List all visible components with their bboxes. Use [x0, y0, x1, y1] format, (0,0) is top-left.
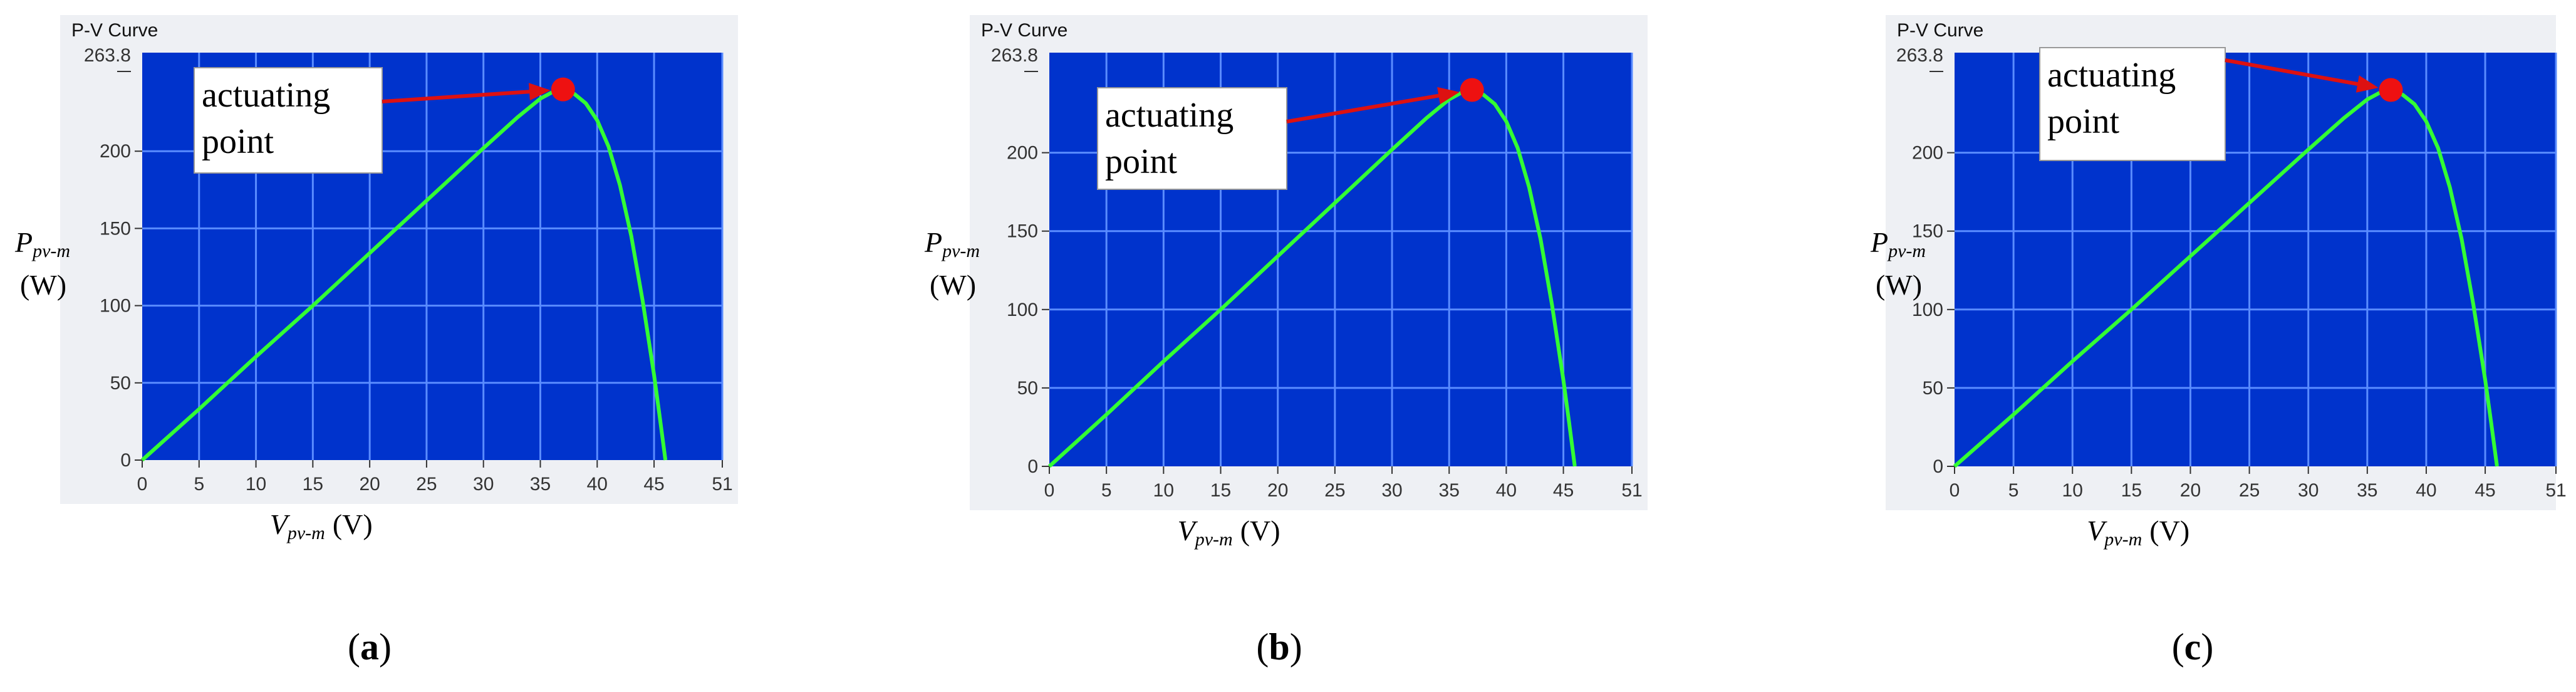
x-tick-label: 10 [2062, 480, 2083, 501]
actuating-point-marker [1460, 78, 1484, 102]
y-tick-label: 0 [1933, 456, 1943, 477]
x-tick-label: 40 [2416, 480, 2436, 501]
annotation-text-line2: point [2047, 102, 2120, 141]
panel-caption: (c) [2172, 626, 2214, 668]
x-axis-label: Vpv-m (V) [270, 508, 373, 543]
x-tick-label: 0 [137, 474, 148, 495]
x-tick-label: 30 [473, 474, 494, 495]
x-tick-label: 5 [194, 474, 204, 495]
y-axis-unit: (W) [930, 269, 976, 301]
y-tick-label: 200 [1007, 143, 1038, 164]
x-tick-label: 45 [2475, 480, 2495, 501]
annotation-arrowhead [2355, 75, 2379, 93]
x-tick-label: 10 [1153, 480, 1174, 501]
x-tick-label: 40 [1496, 480, 1517, 501]
chart-window-title: P-V Curve [71, 20, 158, 41]
x-tick-label: 5 [1101, 480, 1112, 501]
y-tick-label: 100 [100, 296, 131, 317]
annotation-text-line1: actuating [2047, 56, 2176, 95]
chart-window-title: P-V Curve [981, 20, 1067, 41]
annotation-box [2039, 47, 2226, 161]
annotation-arrow [2225, 58, 2364, 87]
x-tick-label: 20 [2180, 480, 2201, 501]
y-tick-label: 50 [110, 373, 131, 394]
y-tick-label: 150 [1912, 221, 1943, 242]
panel-caption: (b) [1256, 626, 1302, 668]
x-tick-label: 45 [643, 474, 664, 495]
y-axis-label: Ppv-m [14, 226, 70, 261]
x-tick-label: 40 [587, 474, 608, 495]
annotation-text-line2: point [202, 122, 274, 161]
x-tick-label: 5 [2008, 480, 2019, 501]
x-tick-label: 51 [1621, 480, 1642, 501]
x-tick-label: 35 [530, 474, 551, 495]
x-tick-label: 0 [1044, 480, 1055, 501]
y-tick-label: 50 [1923, 378, 1943, 399]
annotation-text-line1: actuating [1105, 96, 1233, 135]
annotation-text-line1: actuating [202, 76, 330, 115]
x-tick-label: 51 [2545, 480, 2566, 501]
x-tick-label: 20 [359, 474, 380, 495]
x-tick-label: 0 [1950, 480, 1960, 501]
annotation-box [194, 67, 383, 174]
panel-caption: (a) [348, 626, 392, 668]
x-tick-label: 35 [1439, 480, 1460, 501]
y-axis-unit: (W) [1876, 269, 1922, 301]
annotation-arrowhead [1437, 86, 1460, 105]
annotation-box [1097, 87, 1287, 190]
y-tick-label: 150 [1007, 221, 1038, 242]
y-tick-label: 100 [1007, 300, 1038, 320]
y-max-label: 263.8 [84, 45, 131, 66]
annotation-text-line2: point [1105, 142, 1178, 181]
x-tick-label: 20 [1267, 480, 1288, 501]
y-axis-label: Ppv-m [924, 226, 980, 261]
x-tick-label: 25 [416, 474, 437, 495]
annotation-arrowhead [528, 83, 551, 101]
annotation-arrow [1286, 92, 1445, 123]
x-tick-label: 25 [2239, 480, 2260, 501]
y-tick-label: 200 [100, 141, 131, 162]
y-tick-label: 0 [1027, 456, 1038, 477]
y-max-label: 263.8 [1896, 45, 1943, 66]
actuating-point-marker [2379, 78, 2403, 102]
y-tick-label: 50 [1017, 378, 1038, 399]
x-tick-label: 45 [1553, 480, 1574, 501]
x-tick-label: 10 [246, 474, 266, 495]
x-tick-label: 15 [303, 474, 323, 495]
chart-window-title: P-V Curve [1897, 20, 1983, 41]
annotation-arrow [382, 89, 536, 103]
x-tick-label: 15 [1210, 480, 1231, 501]
x-tick-label: 15 [2121, 480, 2142, 501]
y-max-label: 263.8 [991, 45, 1038, 66]
actuating-point-marker [551, 77, 575, 102]
x-axis-label: Vpv-m (V) [1178, 515, 1280, 550]
x-tick-label: 51 [712, 474, 732, 495]
y-axis-unit: (W) [20, 269, 66, 301]
x-tick-label: 35 [2357, 480, 2377, 501]
y-axis-label: Ppv-m [1870, 226, 1926, 261]
y-tick-label: 100 [1912, 300, 1943, 320]
y-tick-label: 0 [120, 450, 131, 471]
x-tick-label: 30 [2298, 480, 2319, 501]
y-tick-label: 200 [1912, 143, 1943, 164]
y-tick-label: 150 [100, 218, 131, 239]
x-tick-label: 30 [1381, 480, 1402, 501]
x-tick-label: 25 [1324, 480, 1345, 501]
x-axis-label: Vpv-m (V) [2087, 515, 2189, 550]
